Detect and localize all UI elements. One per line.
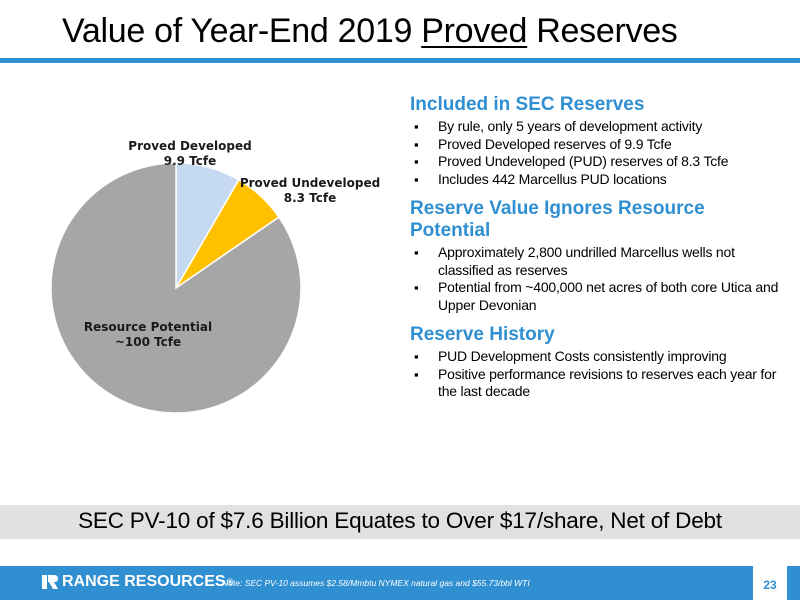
data-label-proved-undeveloped-name: Proved Undeveloped bbox=[240, 176, 380, 190]
company-logo: RANGE RESOURCES ® bbox=[42, 573, 233, 591]
footnote: Note: SEC PV-10 assumes $2.58/Mmbtu NYME… bbox=[222, 578, 530, 588]
section-heading: Reserve Value Ignores Resource Potential bbox=[410, 198, 705, 241]
bullet-item: Includes 442 Marcellus PUD locations bbox=[410, 171, 790, 189]
bullet-item: PUD Development Costs consistently impro… bbox=[410, 348, 790, 366]
title-text-underlined: Proved bbox=[421, 12, 528, 50]
reserves-pie-chart: Proved Developed 9.9 Tcfe Proved Undevelop… bbox=[30, 130, 410, 430]
summary-banner: SEC PV-10 of $7.6 Billion Equates to Ove… bbox=[0, 505, 800, 539]
title-text-before: Value of Year-End 2019 bbox=[62, 12, 422, 50]
footer-bar: RANGE RESOURCES ® Note: SEC PV-10 assumes… bbox=[0, 566, 800, 600]
bullet-list: Approximately 2,800 undrilled Marcellus … bbox=[410, 244, 790, 314]
bullet-item: Approximately 2,800 undrilled Marcellus … bbox=[410, 244, 790, 279]
bullet-list: By rule, only 5 years of development act… bbox=[410, 118, 790, 188]
section-sec-reserves: Included in SEC Reserves By rule, only 5… bbox=[410, 94, 790, 188]
text-panel: Included in SEC Reserves By rule, only 5… bbox=[410, 94, 790, 411]
title-rule bbox=[0, 58, 800, 63]
data-label-proved-undeveloped-value: 8.3 Tcfe bbox=[284, 191, 337, 205]
bullet-list: PUD Development Costs consistently impro… bbox=[410, 348, 790, 401]
section-heading: Included in SEC Reserves bbox=[410, 94, 645, 115]
logo-text: RANGE RESOURCES bbox=[62, 573, 226, 590]
data-label-resource-potential-value: ~100 Tcfe bbox=[115, 335, 181, 349]
pie-slice-resource-potential bbox=[50, 162, 302, 414]
banner-text: SEC PV-10 of $7.6 Billion Equates to Ove… bbox=[78, 508, 722, 533]
bullet-item: Proved Undeveloped (PUD) reserves of 8.3… bbox=[410, 153, 790, 171]
bullet-item: Positive performance revisions to reserv… bbox=[410, 366, 790, 401]
slide-title: Value of Year-End 2019 Proved Reserves bbox=[62, 12, 678, 51]
page-number-box: 23 bbox=[753, 566, 787, 600]
bullet-item: Proved Developed reserves of 9.9 Tcfe bbox=[410, 136, 790, 154]
page-number: 23 bbox=[763, 578, 777, 592]
data-label-proved-developed-name: Proved Developed bbox=[128, 139, 251, 153]
section-resource-potential: Reserve Value Ignores Resource Potential… bbox=[410, 198, 790, 314]
title-text-after: Reserves bbox=[527, 12, 678, 50]
section-heading: Reserve History bbox=[410, 324, 555, 345]
section-reserve-history: Reserve History PUD Development Costs co… bbox=[410, 324, 790, 401]
range-logo-icon bbox=[42, 575, 58, 589]
bullet-item: By rule, only 5 years of development act… bbox=[410, 118, 790, 136]
registered-mark: ® bbox=[226, 577, 234, 587]
bullet-item: Potential from ~400,000 net acres of bot… bbox=[410, 279, 790, 314]
data-label-proved-developed-value: 9.9 Tcfe bbox=[164, 154, 217, 168]
data-label-resource-potential-name: Resource Potential bbox=[84, 320, 212, 334]
